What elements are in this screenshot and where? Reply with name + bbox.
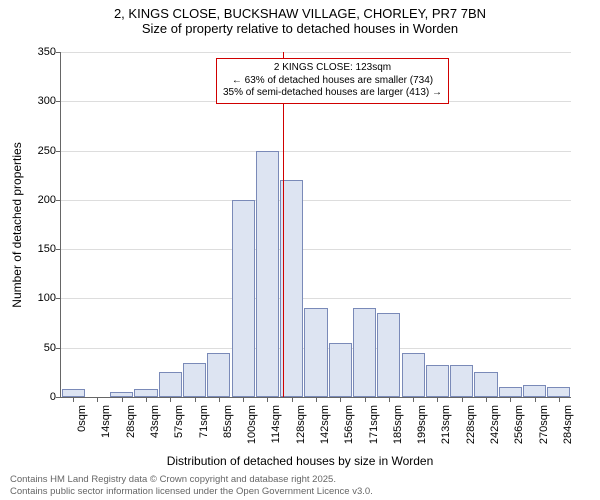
y-tick-label: 100	[16, 292, 56, 304]
x-tick-mark	[243, 397, 244, 402]
subject-marker-line	[283, 52, 284, 397]
x-tick-mark	[292, 397, 293, 402]
callout-line: 35% of semi-detached houses are larger (…	[223, 87, 442, 100]
y-axis-label: Number of detached properties	[10, 142, 24, 307]
x-tick-label: 199sqm	[416, 405, 428, 444]
x-tick-label: 14sqm	[100, 405, 112, 438]
x-tick-mark	[462, 397, 463, 402]
x-tick-mark	[97, 397, 98, 402]
x-tick-label: 57sqm	[173, 405, 185, 438]
x-tick-label: 270sqm	[538, 405, 550, 444]
x-tick-mark	[146, 397, 147, 402]
footer-line1: Contains HM Land Registry data © Crown c…	[10, 474, 373, 486]
callout-box: 2 KINGS CLOSE: 123sqm← 63% of detached h…	[216, 58, 449, 104]
chart-container: 2, KINGS CLOSE, BUCKSHAW VILLAGE, CHORLE…	[0, 0, 600, 500]
x-tick-label: 213sqm	[440, 405, 452, 444]
y-tick-label: 300	[16, 95, 56, 107]
x-tick-mark	[486, 397, 487, 402]
callout-line: 2 KINGS CLOSE: 123sqm	[223, 62, 442, 75]
x-tick-label: 156sqm	[343, 405, 355, 444]
x-tick-mark	[267, 397, 268, 402]
x-tick-mark	[73, 397, 74, 402]
x-tick-mark	[437, 397, 438, 402]
callout-line: ← 63% of detached houses are smaller (73…	[223, 75, 442, 88]
x-tick-mark	[559, 397, 560, 402]
x-tick-label: 0sqm	[76, 405, 88, 432]
x-tick-label: 284sqm	[562, 405, 574, 444]
x-tick-mark	[219, 397, 220, 402]
x-tick-mark	[170, 397, 171, 402]
x-tick-label: 128sqm	[295, 405, 307, 444]
y-tick-label: 250	[16, 145, 56, 157]
x-tick-label: 114sqm	[270, 405, 282, 443]
footer: Contains HM Land Registry data © Crown c…	[10, 474, 373, 498]
y-tick-label: 150	[16, 243, 56, 255]
x-tick-mark	[365, 397, 366, 402]
x-tick-label: 228sqm	[465, 405, 477, 444]
x-tick-label: 142sqm	[319, 405, 331, 444]
x-tick-label: 100sqm	[246, 405, 258, 444]
title-line1: 2, KINGS CLOSE, BUCKSHAW VILLAGE, CHORLE…	[0, 6, 600, 21]
x-tick-mark	[316, 397, 317, 402]
x-tick-label: 185sqm	[392, 405, 404, 444]
x-tick-label: 85sqm	[222, 405, 234, 438]
y-tick-label: 350	[16, 46, 56, 58]
y-tick-label: 0	[16, 391, 56, 403]
x-tick-mark	[122, 397, 123, 402]
title-block: 2, KINGS CLOSE, BUCKSHAW VILLAGE, CHORLE…	[0, 0, 600, 36]
y-tick-label: 200	[16, 194, 56, 206]
x-axis-label: Distribution of detached houses by size …	[0, 454, 600, 468]
x-tick-label: 256sqm	[513, 405, 525, 444]
plot-area: 2 KINGS CLOSE: 123sqm← 63% of detached h…	[60, 52, 571, 398]
x-tick-label: 171sqm	[368, 405, 380, 444]
x-tick-mark	[389, 397, 390, 402]
x-tick-mark	[535, 397, 536, 402]
marker-layer: 2 KINGS CLOSE: 123sqm← 63% of detached h…	[61, 52, 571, 397]
footer-line2: Contains public sector information licen…	[10, 486, 373, 498]
y-tick-label: 50	[16, 342, 56, 354]
x-tick-mark	[510, 397, 511, 402]
title-line2: Size of property relative to detached ho…	[0, 21, 600, 36]
x-tick-label: 28sqm	[125, 405, 137, 438]
x-tick-label: 242sqm	[489, 405, 501, 444]
x-tick-mark	[195, 397, 196, 402]
x-tick-mark	[340, 397, 341, 402]
x-tick-label: 71sqm	[198, 405, 210, 438]
x-tick-label: 43sqm	[149, 405, 161, 438]
y-tick-mark	[56, 397, 61, 398]
x-tick-mark	[413, 397, 414, 402]
